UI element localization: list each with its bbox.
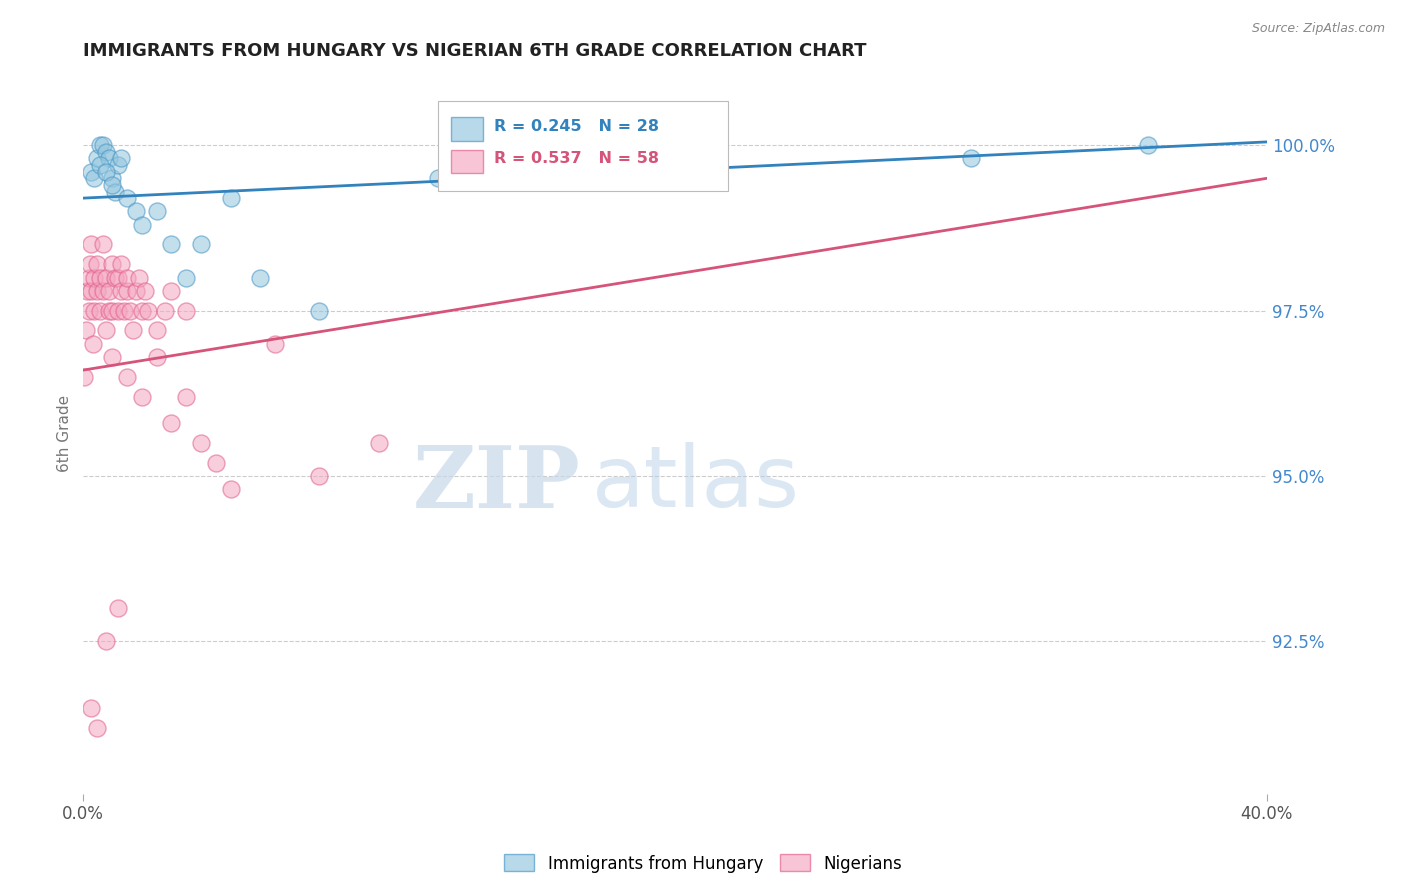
Point [115,284,138,298]
Point [219,191,242,205]
Text: R = 0.245   N = 28: R = 0.245 N = 28 [494,119,658,134]
Point [190,237,212,252]
Point [115,270,138,285]
Point [86,257,108,271]
FancyBboxPatch shape [451,117,482,141]
Point [110,284,132,298]
Point [115,369,138,384]
Point [125,204,148,219]
Point [575,152,598,166]
Point [959,152,981,166]
Point [264,336,287,351]
Point [80,700,103,714]
Y-axis label: 6th Grade: 6th Grade [58,394,72,472]
Point [86,284,108,298]
Point [80,237,103,252]
Point [73,369,96,384]
Point [125,284,148,298]
Point [219,483,242,497]
Text: R = 0.537   N = 58: R = 0.537 N = 58 [494,152,658,167]
Point [110,152,132,166]
Point [145,204,167,219]
Point [96,324,118,338]
Point [107,303,129,318]
Point [91,237,114,252]
Point [122,324,145,338]
Point [308,469,330,483]
Point [145,324,167,338]
Point [91,138,114,153]
Point [160,237,183,252]
Point [104,185,127,199]
Point [160,416,183,430]
Point [107,270,129,285]
Point [174,270,197,285]
Point [131,218,153,232]
Point [98,152,121,166]
Point [115,191,138,205]
Point [80,164,103,178]
Point [160,284,183,298]
Point [1137,138,1160,153]
Point [83,303,105,318]
Text: atlas: atlas [592,442,800,525]
Point [308,303,330,318]
Point [96,634,118,648]
Text: Source: ZipAtlas.com: Source: ZipAtlas.com [1251,22,1385,36]
Point [77,270,100,285]
Point [426,171,449,186]
Point [104,270,127,285]
Point [101,178,124,192]
FancyBboxPatch shape [451,150,482,173]
Point [89,303,111,318]
Point [89,138,111,153]
FancyBboxPatch shape [437,102,728,192]
Point [131,303,153,318]
Text: IMMIGRANTS FROM HUNGARY VS NIGERIAN 6TH GRADE CORRELATION CHART: IMMIGRANTS FROM HUNGARY VS NIGERIAN 6TH … [83,42,866,60]
Point [83,171,105,186]
Point [249,270,271,285]
Point [77,303,100,318]
Point [89,158,111,172]
Point [118,303,141,318]
Point [83,270,105,285]
Point [76,284,98,298]
Point [155,303,177,318]
Point [89,270,111,285]
Point [367,436,389,450]
Point [107,158,129,172]
Point [190,436,212,450]
Point [174,303,197,318]
Point [107,601,129,615]
Point [96,270,118,285]
Point [101,303,124,318]
Point [96,145,118,159]
Point [79,257,101,271]
Point [75,324,97,338]
Point [136,303,159,318]
Point [82,336,104,351]
Point [98,284,121,298]
Point [110,257,132,271]
Point [205,456,228,470]
Point [131,390,153,404]
Point [101,171,124,186]
Point [86,152,108,166]
Point [128,270,150,285]
Point [86,721,108,735]
Point [174,390,197,404]
Point [101,257,124,271]
Point [134,284,156,298]
Point [145,350,167,364]
Point [98,303,121,318]
Text: ZIP: ZIP [412,442,581,525]
Point [91,284,114,298]
Point [101,350,124,364]
Legend: Immigrants from Hungary, Nigerians: Immigrants from Hungary, Nigerians [498,847,908,880]
Point [96,164,118,178]
Point [80,284,103,298]
Point [112,303,135,318]
